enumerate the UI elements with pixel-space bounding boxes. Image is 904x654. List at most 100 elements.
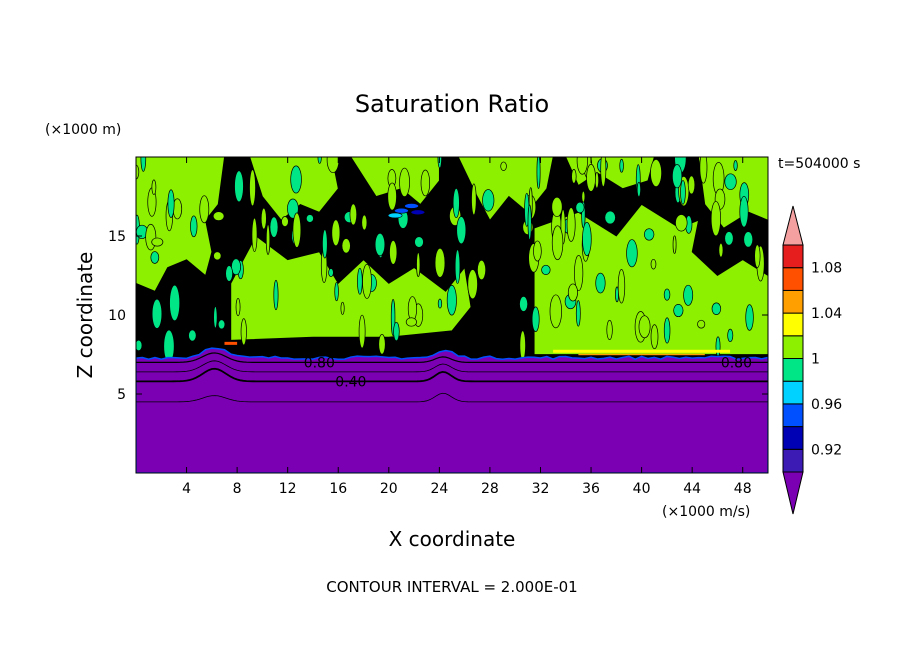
contour-cell [331, 219, 341, 247]
contour-cell [619, 158, 624, 173]
contour-cell [389, 240, 398, 265]
colorbar-min-arrow [782, 471, 804, 515]
contour-cell [663, 317, 671, 344]
contour-cell [733, 160, 738, 171]
x-tick-label: 4 [182, 481, 191, 497]
contour-cell [240, 318, 247, 346]
contour-cell [727, 328, 734, 343]
contour-cell [549, 294, 562, 329]
contour-cell [643, 228, 655, 241]
contour-cell [718, 242, 724, 258]
colorbar-swatch [782, 267, 804, 291]
red-patch [224, 341, 238, 345]
contour-cell [467, 269, 478, 300]
colorbar-swatch [782, 358, 804, 382]
contour-cell [675, 214, 688, 232]
contour-line-0-40 [136, 367, 768, 383]
contour-cell [358, 314, 366, 349]
contour-cell [225, 265, 233, 282]
contour-cell [414, 236, 424, 248]
contour-cell [595, 272, 606, 294]
y-tick-label: 10 [108, 308, 126, 324]
contour-cell [586, 163, 596, 192]
colorbar-swatch [782, 312, 804, 337]
contour-cell [576, 157, 588, 175]
contour-cell [212, 211, 225, 222]
orange-strip [578, 353, 705, 356]
contour-cell [519, 330, 526, 361]
contour-cell [551, 196, 563, 217]
contour-cell [393, 321, 400, 342]
contour-cell [217, 319, 226, 330]
contour-cell [361, 214, 368, 231]
contour-cell [617, 269, 626, 304]
contour-cell [190, 215, 198, 238]
contour-cell [604, 210, 616, 225]
contour-cell [305, 214, 314, 223]
contour-cell [567, 283, 578, 302]
contour-cell [672, 164, 683, 189]
contour-cell [399, 167, 410, 197]
contour-cell [663, 288, 671, 301]
contour-cell [213, 306, 218, 329]
colorbar-tick-label: 0.96 [811, 397, 842, 413]
colorbar-tick-label: 1 [811, 352, 820, 368]
contour-cell [150, 251, 160, 264]
chart-title: Saturation Ratio [355, 90, 549, 118]
contour-cell [454, 249, 461, 284]
contour-cell [387, 182, 397, 211]
contour-cell [378, 334, 386, 355]
contour-cell [697, 319, 706, 329]
contour-cell [533, 240, 542, 262]
contour-cell [292, 212, 302, 248]
colorbar-swatch [782, 244, 804, 269]
contour-interval-note: CONTOUR INTERVAL = 2.000E-01 [326, 578, 577, 596]
contour-cell [724, 231, 734, 246]
contour-cell [334, 282, 339, 302]
x-tick-label: 44 [683, 481, 701, 497]
contour-cell [322, 229, 328, 259]
x-axis-label: X coordinate [389, 527, 516, 551]
contour-cell [416, 252, 421, 277]
contour-cell [650, 159, 662, 188]
colorbar-tick-label: 1.08 [811, 261, 842, 277]
contour-cell [374, 232, 386, 257]
y-axis-label: Z coordinate [73, 252, 97, 379]
contour-cell [273, 279, 279, 311]
contour-cell [754, 244, 761, 268]
subsat-patch [404, 203, 419, 209]
contour-cell [151, 237, 164, 247]
contour-cell [452, 188, 460, 219]
contour-cell [500, 161, 507, 171]
contour-cell [745, 304, 754, 331]
contour-cell [699, 157, 708, 184]
colorbar-swatch [782, 448, 804, 473]
contour-cell [724, 173, 737, 190]
contour-cell [265, 224, 271, 255]
contour-cell [349, 203, 358, 226]
colorbar-swatch [782, 403, 804, 428]
contour-cell [571, 169, 577, 184]
x-tick-label: 24 [430, 481, 448, 497]
contour-cell [407, 296, 417, 322]
contour-cell [541, 264, 551, 275]
contour-cell [317, 157, 322, 164]
contour-cell [527, 204, 532, 240]
contour-cell [531, 306, 540, 332]
contour-cell [672, 235, 677, 254]
time-label: t=504000 s [778, 156, 860, 172]
contour-cell [600, 157, 607, 187]
x-tick-label: 36 [582, 481, 600, 497]
subsat-patch [394, 207, 409, 214]
subsat-patch [387, 212, 403, 219]
contour-cell [249, 169, 256, 207]
contour-cell [151, 179, 157, 195]
x-tick-label: 48 [734, 481, 752, 497]
x-unit-label: (×1000 m/s) [662, 504, 750, 520]
contour-line-0-20 [136, 392, 768, 403]
contour-line-0-80 [136, 352, 768, 363]
subsat-patch [410, 209, 426, 216]
contour-cell [231, 258, 242, 276]
contour-cell [251, 217, 258, 252]
